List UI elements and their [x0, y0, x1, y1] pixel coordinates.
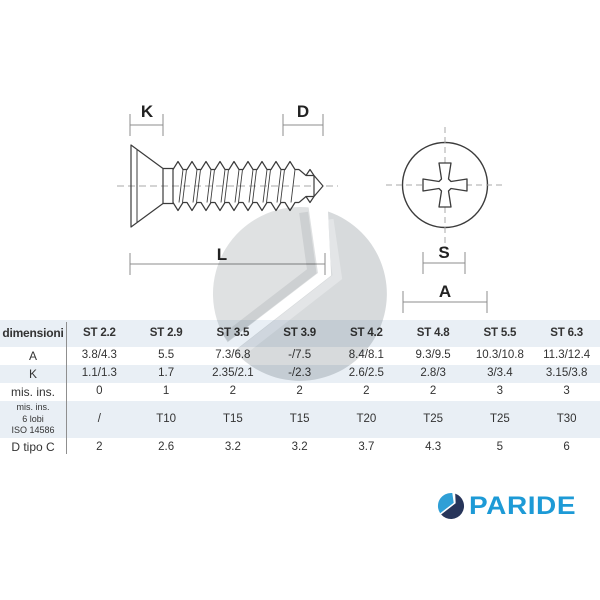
table-cell: 1.1/1.3: [81, 367, 117, 380]
table-cell: T10: [156, 412, 177, 425]
table-cell: 3.2: [224, 440, 241, 453]
table-cell: 3: [496, 385, 504, 398]
table-cell: T25: [489, 412, 510, 425]
table-cell: 4.3: [425, 440, 442, 453]
dimension-D: [282, 114, 324, 136]
table-cell: 3/3.4: [487, 367, 513, 380]
table-cell: /: [97, 412, 101, 425]
table-cell: 8.4/8.1: [348, 349, 384, 362]
column-header: ST 4.2: [350, 326, 383, 339]
dimension-L-label: L: [217, 245, 227, 264]
table-cell: 3.2: [291, 440, 308, 453]
table-column-divider: [66, 322, 67, 454]
column-header: ST 4.8: [416, 326, 450, 339]
screw-side-view: [130, 144, 324, 228]
dimension-K-label: K: [141, 102, 154, 121]
table-cell: 1: [162, 385, 170, 398]
table-cell: 2: [363, 385, 370, 398]
dimension-L: [129, 253, 326, 275]
column-header: ST 5.5: [483, 326, 517, 339]
dimensions-table: dimensioni ST 2.2 ST 2.9 ST 3.5 ST 3.9 ST 4.2…: [0, 320, 600, 457]
phillips-cross-icon: [422, 162, 468, 208]
table-cell: 7.3/6.8: [215, 349, 251, 362]
column-header: ST 3.5: [216, 326, 250, 339]
column-header: ST 2.2: [83, 326, 116, 339]
table-cell: 2: [96, 440, 103, 453]
table-row: mis. ins. 6 lobi ISO 14586 / T10 T15 T15 T20 T…: [0, 401, 600, 438]
table-cell: -/7.5: [288, 349, 312, 362]
dimension-A-label: A: [439, 282, 451, 301]
table-cell: 2.6: [158, 440, 175, 453]
row-label: mis. ins. 6 lobi ISO 14586: [11, 401, 55, 436]
table-cell: 2: [429, 385, 437, 398]
dimension-K: [129, 114, 164, 136]
dimension-S-label: S: [438, 243, 449, 262]
brand-logo: PARIDE: [436, 491, 576, 521]
column-header: ST 6.3: [550, 326, 583, 339]
dimension-S: [422, 252, 466, 274]
dimension-A: [402, 291, 488, 313]
row-label: A: [28, 348, 37, 363]
table-cell: 5.5: [158, 349, 175, 362]
table-header-row: dimensioni ST 2.2 ST 2.9 ST 3.5 ST 3.9 ST 4.2…: [0, 320, 600, 347]
table-row: K 1.1/1.3 1.7 2.35/2.1 -/2.3 2.6/2.5 2.8/3 3/3.…: [0, 365, 600, 383]
table-cell: 2.8/3: [420, 367, 446, 380]
table-cell: 2: [296, 385, 303, 398]
dimension-D-label: D: [297, 102, 309, 121]
row-label: mis. ins.: [10, 384, 55, 399]
table-cell: 11.3/12.4: [543, 349, 591, 362]
table-row: A 3.8/4.3 5.5 7.3/6.8 -/7.5 8.4/8.1 9.3/9.5 10.…: [0, 347, 600, 365]
table-row: mis. ins. 0 1 2 2 2 2 3 3: [0, 383, 600, 401]
row-label: K: [28, 366, 37, 381]
table-cell: 1.7: [158, 367, 175, 380]
table-cell: 2: [229, 385, 237, 398]
column-header: ST 3.9: [283, 326, 316, 339]
table-row: D tipo C 2 2.6 3.2 3.2 3.7 4.3 5 6: [0, 438, 600, 457]
table-cell: 2.6/2.5: [348, 367, 384, 380]
brand-logo-s-icon: [437, 493, 464, 520]
table-cell: 6: [563, 440, 570, 453]
table-cell: 3.8/4.3: [81, 349, 117, 362]
table-cell: 3.7: [358, 440, 375, 453]
table-cell: T30: [556, 412, 577, 425]
table-cell: 3: [563, 385, 570, 398]
table-cell: 0: [96, 385, 103, 398]
table-cell: 2.35/2.1: [212, 367, 254, 380]
table-cell: T20: [356, 412, 377, 425]
table-cell: 5: [496, 440, 504, 453]
table-cell: 3.15/3.8: [545, 367, 588, 380]
brand-logo-wordmark: PARIDE: [469, 492, 577, 520]
row-label: D tipo C: [11, 440, 55, 455]
table-cell: 9.3/9.5: [415, 349, 451, 362]
table-cell: T25: [423, 412, 444, 425]
table-cell: 10.3/10.8: [475, 349, 524, 362]
table-cell: T15: [289, 412, 310, 425]
table-cell: T15: [222, 412, 243, 425]
table-header-dimensions: dimensioni: [2, 326, 64, 341]
column-header: ST 2.9: [149, 326, 183, 339]
table-cell: -/2.3: [288, 367, 312, 380]
